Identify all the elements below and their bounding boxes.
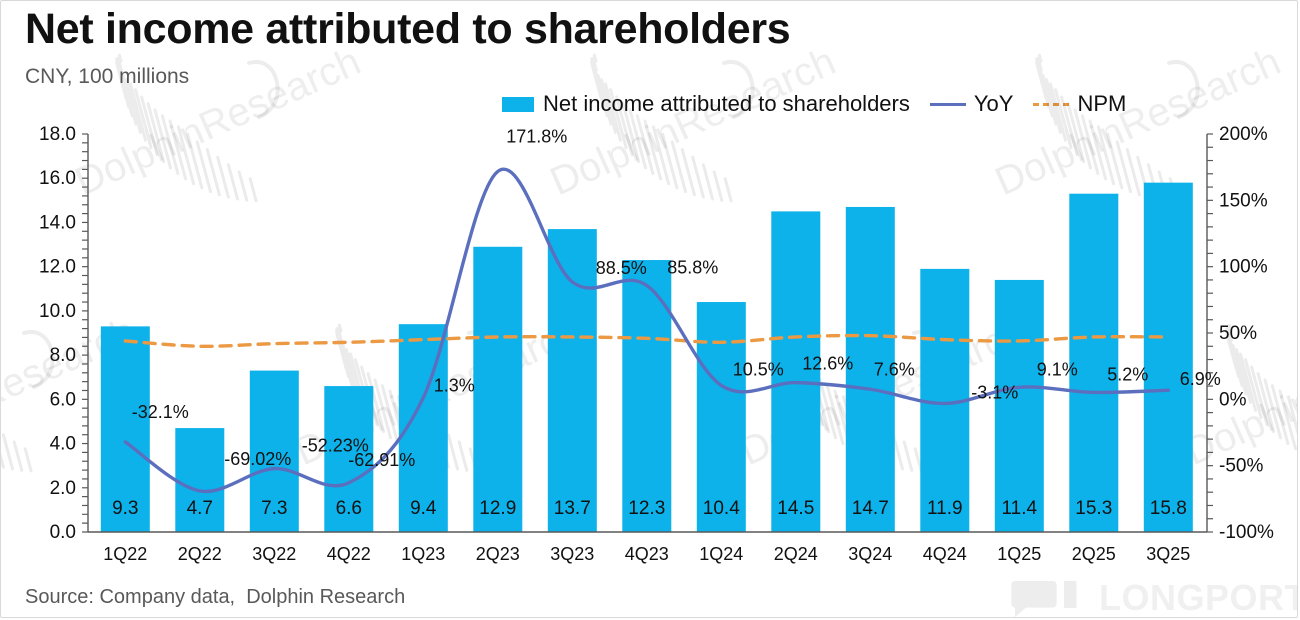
svg-text:10.4: 10.4	[703, 498, 740, 519]
svg-text:9.4: 9.4	[410, 498, 437, 519]
svg-text:16.0: 16.0	[39, 168, 76, 189]
svg-text:12.6%: 12.6%	[802, 354, 853, 374]
svg-text:7.6%: 7.6%	[874, 359, 915, 379]
svg-text:1.3%: 1.3%	[434, 376, 475, 396]
svg-text:4Q23: 4Q23	[625, 544, 669, 564]
svg-text:88.5%: 88.5%	[596, 258, 647, 278]
svg-text:1Q25: 1Q25	[997, 544, 1041, 564]
svg-text:4.7: 4.7	[187, 498, 213, 519]
svg-text:10.5%: 10.5%	[733, 359, 784, 379]
svg-text:14.5: 14.5	[777, 498, 814, 519]
svg-text:10.0: 10.0	[39, 301, 76, 322]
svg-text:12.9: 12.9	[479, 498, 516, 519]
svg-text:150%: 150%	[1219, 190, 1268, 211]
svg-text:15.8: 15.8	[1150, 498, 1187, 519]
svg-text:2Q24: 2Q24	[774, 544, 818, 564]
svg-text:-62.91%: -62.91%	[348, 450, 415, 470]
svg-text:0%: 0%	[1219, 389, 1247, 410]
svg-text:6.6: 6.6	[336, 498, 362, 519]
svg-text:12.0: 12.0	[39, 257, 76, 278]
svg-text:3Q24: 3Q24	[848, 544, 892, 564]
svg-text:6.9%: 6.9%	[1180, 369, 1221, 389]
svg-text:100%: 100%	[1219, 257, 1268, 278]
svg-text:6.0: 6.0	[50, 389, 76, 410]
svg-text:2Q25: 2Q25	[1072, 544, 1116, 564]
svg-text:-50%: -50%	[1219, 456, 1263, 477]
svg-text:14.0: 14.0	[39, 212, 76, 233]
svg-text:5.2%: 5.2%	[1107, 364, 1148, 384]
svg-text:3Q25: 3Q25	[1146, 544, 1190, 564]
svg-text:4.0: 4.0	[50, 434, 76, 455]
svg-text:2Q23: 2Q23	[476, 544, 520, 564]
svg-text:-3.1%: -3.1%	[971, 382, 1018, 402]
svg-text:1Q22: 1Q22	[103, 544, 147, 564]
svg-text:15.3: 15.3	[1075, 498, 1112, 519]
svg-text:12.3: 12.3	[628, 498, 665, 519]
svg-text:50%: 50%	[1219, 323, 1257, 344]
svg-text:3Q23: 3Q23	[550, 544, 594, 564]
svg-text:85.8%: 85.8%	[667, 258, 718, 278]
svg-text:9.3: 9.3	[112, 498, 138, 519]
svg-text:8.0: 8.0	[50, 345, 76, 366]
svg-text:171.8%: 171.8%	[506, 126, 567, 146]
svg-text:1Q23: 1Q23	[401, 544, 445, 564]
svg-text:9.1%: 9.1%	[1037, 359, 1078, 379]
svg-text:18.0: 18.0	[39, 124, 76, 145]
svg-text:7.3: 7.3	[261, 498, 287, 519]
svg-text:1Q24: 1Q24	[699, 544, 743, 564]
svg-text:2.0: 2.0	[50, 478, 76, 499]
svg-text:3Q22: 3Q22	[252, 544, 296, 564]
svg-text:200%: 200%	[1219, 124, 1268, 145]
svg-text:11.9: 11.9	[927, 498, 963, 519]
svg-text:-69.02%: -69.02%	[224, 449, 291, 469]
svg-text:4Q22: 4Q22	[327, 544, 371, 564]
svg-text:0.0: 0.0	[50, 522, 76, 543]
svg-text:13.7: 13.7	[554, 498, 591, 519]
svg-text:2Q22: 2Q22	[178, 544, 222, 564]
svg-text:14.7: 14.7	[852, 498, 889, 519]
svg-text:11.4: 11.4	[1002, 498, 1038, 519]
svg-text:4Q24: 4Q24	[923, 544, 967, 564]
svg-text:-32.1%: -32.1%	[132, 402, 189, 422]
svg-text:-100%: -100%	[1219, 522, 1274, 543]
